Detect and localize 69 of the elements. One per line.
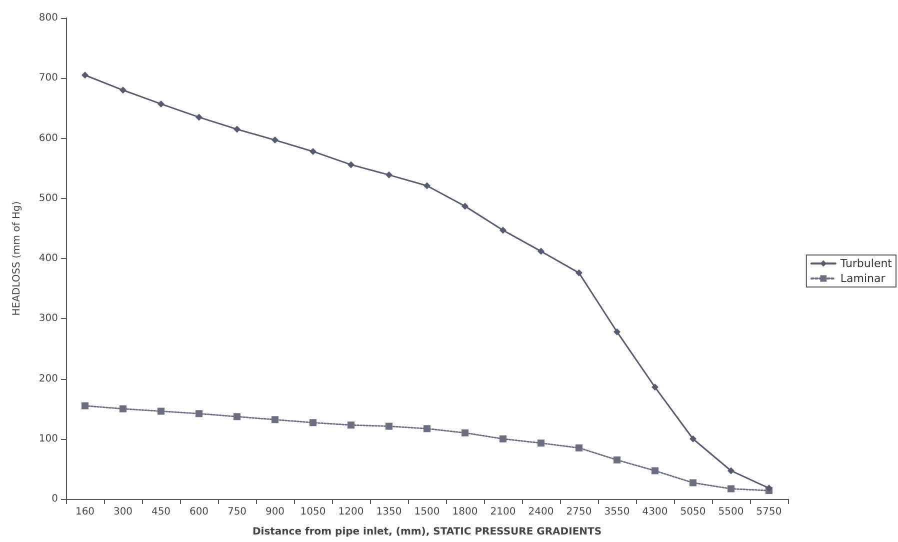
x-axis-title: Distance from pipe inlet, (mm), STATIC PRESSURE GRADIENTS <box>252 526 602 538</box>
legend-label: Turbulent <box>839 257 893 270</box>
point <box>424 182 430 190</box>
point <box>424 425 430 432</box>
y-tick-label: 300 <box>38 313 58 324</box>
point <box>576 269 582 276</box>
x-tick-label: 2750 <box>566 506 592 518</box>
point <box>272 136 278 144</box>
x-tick-label: 3550 <box>604 506 630 518</box>
legend-label: Laminar <box>840 272 886 285</box>
point <box>234 413 240 420</box>
point <box>500 226 506 234</box>
x-tick-label: 5050 <box>680 506 706 518</box>
y-tick-label: 400 <box>38 253 58 264</box>
point <box>728 467 734 474</box>
y-tick-label: 600 <box>38 132 58 144</box>
x-tick-label: 300 <box>113 506 133 518</box>
x-tick-label: 750 <box>227 506 247 518</box>
point <box>196 410 202 418</box>
point <box>614 328 620 336</box>
point <box>310 148 316 155</box>
x-tick-label: 2400 <box>528 506 554 518</box>
point <box>690 479 696 486</box>
x-tick-label: 1050 <box>300 506 326 518</box>
point <box>462 429 468 436</box>
point <box>500 435 506 442</box>
x-tick-label: 5750 <box>756 506 782 518</box>
y-axis-title: HEADLOSS (mm of Hg) <box>12 201 22 316</box>
point <box>158 408 164 415</box>
x-tick-label: 1350 <box>376 506 402 518</box>
point <box>82 72 88 79</box>
point <box>462 202 468 210</box>
point <box>310 419 316 426</box>
x-tick-label: 900 <box>265 506 285 518</box>
point <box>538 440 544 447</box>
point <box>158 100 164 108</box>
point <box>234 126 240 133</box>
point <box>196 114 202 121</box>
point <box>614 456 620 464</box>
point <box>82 402 88 410</box>
y-tick-label: 800 <box>38 12 58 24</box>
x-tick-label: 600 <box>189 506 209 518</box>
point <box>652 384 658 391</box>
x-tick-label: 450 <box>151 506 171 518</box>
y-tick-label: 0 <box>52 494 58 504</box>
x-tick-label: 1200 <box>338 506 364 518</box>
point <box>120 86 126 94</box>
y-tick-label: 700 <box>38 72 58 84</box>
point <box>766 484 772 492</box>
point <box>348 422 354 429</box>
point <box>386 171 392 178</box>
x-tick-label: 1500 <box>414 506 440 518</box>
x-tick-label: 2100 <box>490 506 516 518</box>
point <box>538 248 544 255</box>
y-tick-label: 100 <box>38 433 58 444</box>
point <box>690 435 696 442</box>
x-tick-label: 5500 <box>718 506 744 518</box>
point <box>576 444 582 452</box>
point <box>348 161 354 168</box>
y-tick-label: 200 <box>38 373 58 384</box>
point <box>120 405 126 412</box>
point <box>272 416 278 424</box>
x-tick-label: 1800 <box>452 506 478 518</box>
point <box>652 467 658 474</box>
y-tick-label: 500 <box>38 192 58 204</box>
point <box>728 485 734 492</box>
x-tick-label: 4300 <box>642 506 668 518</box>
point <box>386 422 392 430</box>
x-tick-label: 160 <box>75 506 95 518</box>
